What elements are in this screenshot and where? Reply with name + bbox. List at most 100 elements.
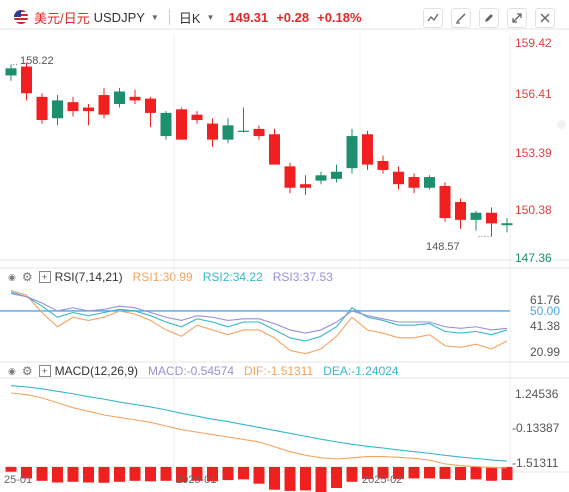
dea-line [10, 385, 508, 462]
candle-body [222, 125, 234, 140]
x-axis-label: 25-01 [4, 474, 32, 486]
macd-bar [160, 466, 172, 481]
macd-bar [362, 466, 373, 479]
candle-body [191, 114, 203, 121]
chart-header: 美元/日元 USDJPY ▼ 日K ▼ 149.31 +0.28 +0.18% [0, 0, 569, 34]
candle-body [331, 171, 342, 179]
symbol-code[interactable]: USDJPY [93, 9, 145, 25]
rsi1-value: RSI1:30.99 [132, 270, 193, 284]
candle-body [145, 98, 156, 113]
macd-add-icon[interactable]: + [38, 365, 51, 377]
candle-body [377, 161, 389, 170]
candle-body [439, 185, 451, 219]
rsi-title: RSI(7,14,21) [54, 270, 123, 284]
macd-bar [377, 466, 389, 479]
candle-body [98, 95, 110, 115]
low-annotation: 148.57 [426, 241, 460, 253]
divider [168, 9, 170, 25]
candle-body [470, 212, 482, 220]
rsi2-value: RSI2:34.22 [202, 270, 263, 284]
candle-body [52, 100, 63, 119]
period-selector[interactable]: 日K [178, 10, 201, 26]
price-change-pct: +0.18% [317, 9, 362, 25]
macd-bar [176, 466, 187, 483]
candle-body [207, 123, 218, 140]
macd-bar [331, 466, 342, 489]
pair-name: 美元/日元 [34, 10, 90, 26]
price-tick: 153.39 [515, 146, 552, 160]
macd-bar [67, 466, 79, 482]
draw-icon[interactable] [451, 8, 471, 28]
macd-bar [315, 466, 327, 492]
rsi-add-icon[interactable]: + [38, 271, 51, 283]
fullscreen-icon[interactable] [507, 8, 527, 28]
candle-body [424, 177, 435, 188]
candle-body [300, 184, 311, 188]
candle-body [284, 166, 296, 188]
chart-type-icon[interactable] [423, 8, 443, 28]
candle-body [486, 212, 497, 224]
edit-icon[interactable] [479, 8, 499, 28]
candle-body [253, 128, 265, 137]
macd-bar [52, 466, 63, 483]
candle-body [129, 96, 141, 101]
macd-bar [439, 466, 451, 479]
candle-body [67, 102, 79, 112]
rsi-line-rsi1 [10, 289, 508, 355]
macd-bar [300, 466, 311, 491]
macd-title: MACD(12,26,9) [54, 364, 138, 378]
collapse-macd-icon[interactable]: ◉ [8, 365, 16, 376]
collapse-rsi-icon[interactable]: ◉ [8, 271, 16, 282]
macd-bar [5, 466, 17, 472]
candle-body [408, 177, 420, 188]
macd-tick: -1.51311 [512, 456, 559, 470]
macd-bar [191, 466, 203, 481]
macd-tick: -0.13387 [512, 421, 560, 435]
macd-bar [393, 466, 404, 479]
rsi-tick: 61.76 [530, 293, 560, 307]
candle-body [36, 96, 48, 121]
macd-bar [408, 466, 420, 479]
macd-tick: 1.24536 [515, 387, 559, 401]
x-axis-label: 2025-02 [362, 474, 402, 486]
macd-bar [470, 466, 482, 480]
scroll-indicator [557, 120, 566, 129]
x-axis-label: 2025-01 [176, 474, 216, 486]
rsi-settings-icon[interactable]: ⚙ [21, 270, 33, 284]
candle-body [83, 107, 94, 112]
rsi-line-rsi2 [10, 291, 508, 342]
candle-body [315, 175, 327, 181]
macd-bar [98, 466, 110, 483]
last-price: 149.31 [228, 9, 269, 25]
macd-settings-icon[interactable]: ⚙ [21, 364, 33, 378]
rsi-tick: 41.38 [530, 319, 560, 333]
us-flag-icon [14, 10, 28, 24]
macd-bar [346, 466, 358, 482]
symbol-dropdown-icon[interactable]: ▼ [150, 12, 159, 22]
close-icon[interactable] [535, 8, 555, 28]
price-tick: 159.42 [515, 36, 552, 50]
candle-body [21, 66, 32, 94]
dea-value: DEA:-1.24024 [323, 364, 399, 378]
candle-body [176, 109, 187, 140]
candle-body [114, 91, 125, 104]
macd-bar [269, 466, 280, 490]
rsi-panel-header: ◉ ⚙ + RSI(7,14,21) RSI1:30.99 RSI2:34.22… [8, 270, 343, 284]
candle-body [501, 223, 513, 226]
macd-bar [455, 466, 466, 481]
macd-value: MACD:-0.54574 [148, 364, 235, 378]
dif-line [10, 392, 508, 469]
candle-body [346, 136, 358, 169]
candle-body [362, 134, 373, 165]
candle-body [269, 134, 280, 165]
macd-bar [238, 466, 249, 480]
rsi-tick: 20.99 [530, 345, 560, 359]
rsi-line-rsi3 [10, 292, 508, 334]
price-change: +0.28 [276, 9, 310, 25]
candle-body [160, 112, 172, 137]
period-dropdown-icon[interactable]: ▼ [206, 12, 215, 22]
rsi-tick: 50.00 [530, 304, 560, 318]
candle-body [238, 130, 249, 132]
